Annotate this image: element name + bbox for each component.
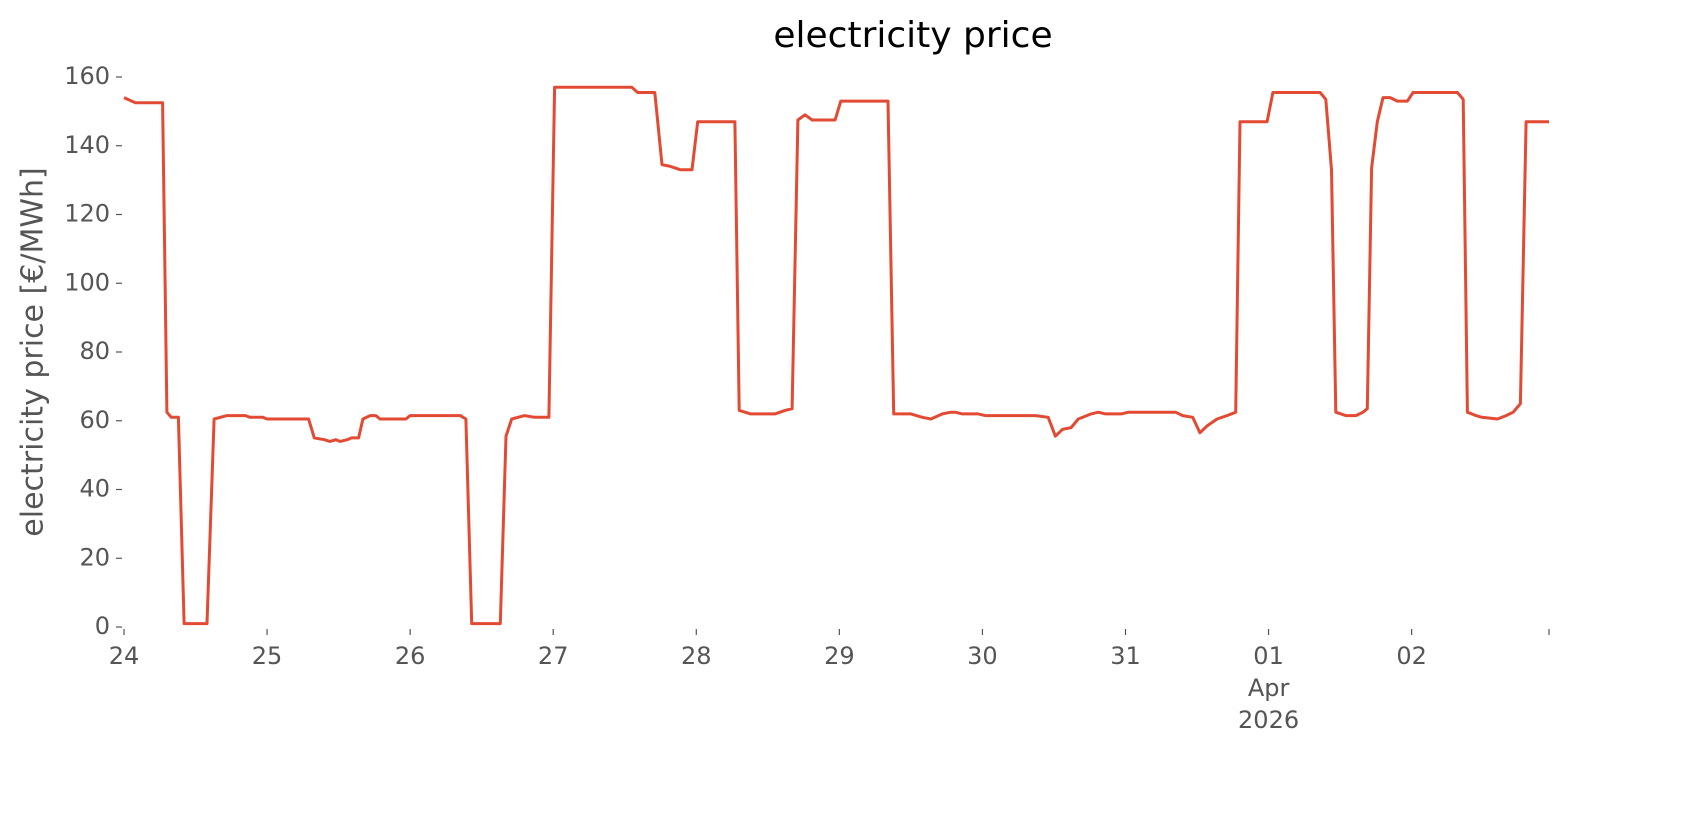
y-tick-label: 20	[79, 543, 110, 571]
y-tick-label: 80	[79, 337, 110, 365]
y-tick-label: 40	[79, 475, 110, 503]
x-tick-label: 24	[108, 642, 140, 670]
y-tick-label: 120	[64, 200, 110, 228]
x-tick-label: 26	[394, 642, 426, 670]
x-tick-label: 02	[1396, 642, 1427, 670]
x-tick-label: 30	[967, 642, 998, 670]
x-tick-label: 31	[1110, 642, 1141, 670]
y-tick-label: 140	[64, 131, 110, 159]
y-tick-label: 160	[64, 62, 110, 90]
x-tick-label: 29	[824, 642, 855, 670]
x-tick-label: 28	[681, 642, 712, 670]
x-tick-label: 25	[251, 642, 283, 670]
x-tick-label: 01 Apr 2026	[1238, 642, 1300, 734]
y-tick-label: 100	[64, 268, 110, 296]
y-tick-label: 60	[79, 406, 110, 434]
y-axis-label: electricity price [€/MWh]	[16, 167, 51, 536]
chart-title: electricity price	[773, 15, 1052, 56]
price-line	[123, 85, 1549, 626]
x-tick-label: 27	[537, 642, 569, 670]
y-tick-label: 0	[95, 612, 110, 640]
